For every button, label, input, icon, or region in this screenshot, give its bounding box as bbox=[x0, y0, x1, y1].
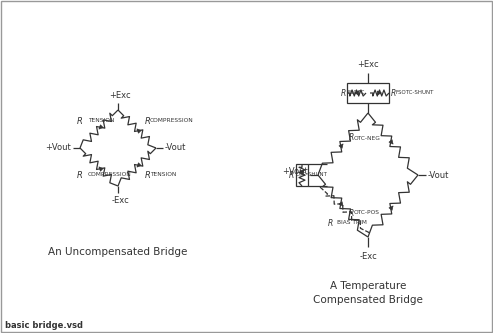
Text: COMPRESSION: COMPRESSION bbox=[88, 172, 132, 177]
Text: TENSION: TENSION bbox=[150, 172, 176, 177]
Text: +Exc: +Exc bbox=[357, 60, 379, 69]
Text: TENSION: TENSION bbox=[88, 119, 114, 124]
Text: R: R bbox=[77, 117, 83, 126]
Text: R: R bbox=[328, 218, 333, 227]
Text: R: R bbox=[145, 117, 151, 126]
Text: A Temperature
Compensated Bridge: A Temperature Compensated Bridge bbox=[313, 281, 423, 305]
Text: basic bridge.vsd: basic bridge.vsd bbox=[5, 320, 83, 329]
Text: R: R bbox=[349, 208, 354, 217]
Text: -Vout: -Vout bbox=[428, 170, 450, 179]
Text: FSOTC: FSOTC bbox=[348, 91, 365, 96]
Text: COMPRESSION: COMPRESSION bbox=[150, 119, 194, 124]
Text: R: R bbox=[77, 170, 83, 179]
Text: R: R bbox=[391, 89, 396, 98]
Text: OTC-POS: OTC-POS bbox=[354, 210, 380, 215]
Text: -Exc: -Exc bbox=[111, 196, 129, 205]
Text: R: R bbox=[145, 170, 151, 179]
Text: +Vout: +Vout bbox=[282, 166, 308, 175]
Text: R: R bbox=[341, 89, 346, 98]
Text: OTC-NEG: OTC-NEG bbox=[354, 136, 381, 141]
Text: +Vout: +Vout bbox=[45, 144, 71, 153]
Text: R: R bbox=[349, 134, 354, 143]
Bar bbox=[296, 164, 308, 186]
Text: R: R bbox=[289, 170, 294, 179]
Text: OTC-SHUNT: OTC-SHUNT bbox=[296, 172, 328, 177]
Text: +Exc: +Exc bbox=[109, 91, 131, 100]
Text: An Uncompensated Bridge: An Uncompensated Bridge bbox=[48, 247, 188, 257]
Text: BIAS TRIM: BIAS TRIM bbox=[337, 220, 367, 225]
Text: -Exc: -Exc bbox=[359, 252, 377, 261]
Text: FSOTC-SHUNT: FSOTC-SHUNT bbox=[396, 91, 434, 96]
Bar bbox=[347, 83, 389, 103]
Text: -Vout: -Vout bbox=[165, 144, 186, 153]
